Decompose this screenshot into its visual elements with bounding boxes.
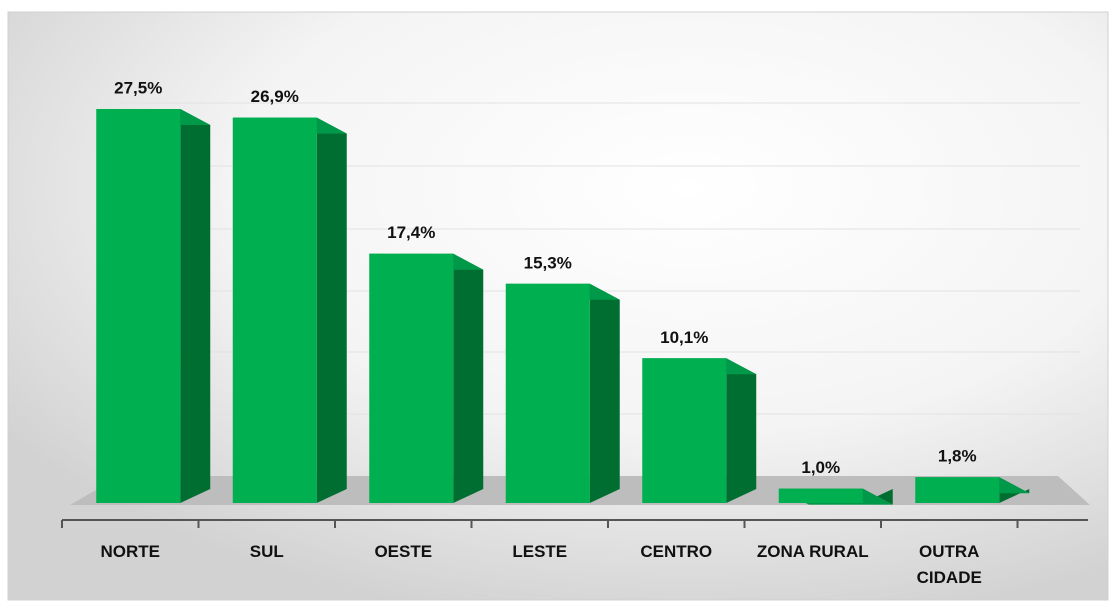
x-tick-label: NORTE bbox=[100, 542, 161, 561]
bar bbox=[96, 109, 181, 503]
x-tick-label: OESTE bbox=[374, 542, 433, 561]
value-label: 15,3% bbox=[524, 253, 572, 272]
value-label: 1,0% bbox=[801, 458, 840, 477]
value-label: 17,4% bbox=[387, 223, 435, 242]
x-tick-label: SUL bbox=[249, 542, 284, 561]
value-label: 27,5% bbox=[114, 78, 162, 97]
value-label: 26,9% bbox=[251, 87, 299, 106]
bar bbox=[642, 358, 727, 503]
value-label: 10,1% bbox=[660, 328, 708, 347]
bar bbox=[232, 117, 317, 503]
x-tick-label: CENTRO bbox=[640, 542, 713, 561]
x-tick-label: OUTRA CIDADE bbox=[916, 542, 982, 587]
x-tick-label: LESTE bbox=[512, 542, 568, 561]
bar-side bbox=[180, 109, 211, 503]
axis-ticks bbox=[61, 520, 1019, 528]
bar bbox=[778, 488, 863, 503]
x-tick-label: ZONA RURAL bbox=[756, 542, 869, 561]
bar-side bbox=[589, 283, 620, 503]
bar-side bbox=[316, 117, 347, 503]
bar-side bbox=[453, 253, 484, 503]
value-label: 1,8% bbox=[938, 447, 977, 466]
bar bbox=[915, 477, 1000, 503]
bar bbox=[505, 283, 590, 503]
bar bbox=[369, 253, 454, 503]
bar-side bbox=[726, 358, 757, 503]
